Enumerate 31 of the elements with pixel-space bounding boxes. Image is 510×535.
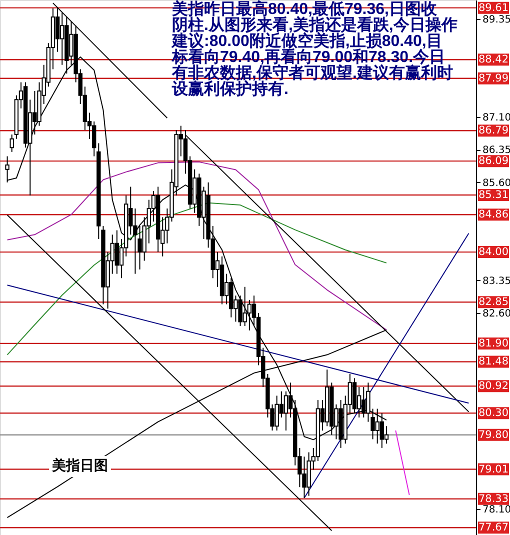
ref-line-label: 88.42 [478, 54, 509, 66]
ref-line-label: 84.00 [478, 246, 509, 258]
candlestick [384, 426, 389, 444]
y-tick-label: 86.35 [482, 145, 510, 156]
ref-line-label: 87.99 [478, 72, 509, 84]
candlestick [356, 386, 362, 418]
ref-line-label: 79.01 [478, 463, 509, 476]
ref-line-label: 79.80 [478, 428, 509, 441]
ref-line-label: 80.92 [478, 380, 509, 392]
ref-line-label: 77.67 [478, 522, 509, 534]
ref-line-label: 86.79 [478, 124, 509, 137]
candlestick [92, 120, 96, 157]
candlestick [10, 134, 14, 152]
candlestick [284, 390, 288, 432]
line-series [6, 202, 387, 356]
line-series [6, 161, 387, 330]
ref-line-label: 89.61 [478, 2, 509, 14]
y-tick-label: 89.35 [482, 14, 510, 26]
ref-line-label: 86.09 [478, 155, 509, 168]
ref-line-label: 80.30 [478, 407, 509, 420]
y-tick-label: 83.35 [482, 276, 510, 287]
ref-line-label: 81.90 [478, 337, 509, 350]
ref-line-label: 82.85 [478, 296, 509, 308]
ref-line-label: 78.33 [478, 492, 509, 505]
ref-line-label: 81.48 [478, 356, 509, 368]
ref-line-label: 85.31 [478, 189, 509, 202]
candlestick [114, 230, 120, 274]
ref-line-label: 84.86 [478, 208, 509, 221]
candlestick [247, 299, 252, 331]
annotation: 美指日图 [51, 457, 108, 473]
candlestick [55, 8, 60, 52]
